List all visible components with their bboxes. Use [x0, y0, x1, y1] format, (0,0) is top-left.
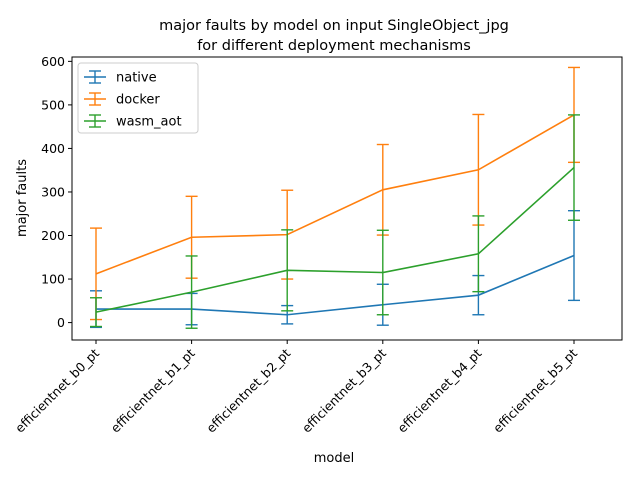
series-line	[96, 254, 575, 316]
y-tick-label: 200	[41, 228, 65, 243]
x-tick-label: efficientnet_b2_pt	[203, 345, 293, 435]
x-tick-label: efficientnet_b4_pt	[394, 345, 484, 435]
series-line	[95, 166, 575, 313]
y-tick-label: 500	[41, 97, 65, 112]
legend-entry-docker: docker	[84, 92, 160, 108]
y-tick-label: 600	[41, 54, 65, 69]
legend-entry-native: native	[84, 70, 157, 86]
series-docker	[90, 66, 580, 321]
legend-label: docker	[116, 93, 160, 108]
x-axis-ticks: efficientnet_b0_pt efficientnet_b1_pt effi…	[12, 340, 580, 436]
series-wasm_aot	[90, 114, 580, 329]
y-axis-ticks: 0 100 200 300 400 500 600	[41, 54, 72, 330]
legend-frame	[77, 62, 199, 134]
y-tick-label: 100	[41, 272, 65, 287]
legend-entries: native docker wasm_aot	[84, 70, 182, 130]
legend-label: wasm_aot	[116, 115, 182, 130]
legend-label: native	[116, 71, 157, 86]
x-axis-label: model	[314, 451, 354, 466]
y-axis-label: major faults	[15, 159, 30, 237]
y-tick-label: 400	[41, 141, 65, 156]
y-tick-label: 300	[41, 184, 65, 199]
y-tick-label: 0	[57, 315, 65, 330]
legend-entry-wasm_aot: wasm_aot	[84, 114, 182, 130]
series-line	[95, 114, 575, 275]
x-tick-label: efficientnet_b3_pt	[299, 345, 389, 435]
series-layer	[90, 66, 580, 329]
x-tick-label: efficientnet_b1_pt	[108, 345, 198, 435]
chart-title-line-2: for different deployment mechanisms	[197, 38, 471, 54]
legend: native docker wasm_aot	[77, 62, 199, 134]
x-tick-label: efficientnet_b0_pt	[12, 345, 102, 435]
x-tick-label: efficientnet_b5_pt	[490, 345, 580, 435]
plot-frame	[71, 56, 623, 341]
chart-title-line-1: major faults by model on input SingleObj…	[159, 18, 509, 34]
